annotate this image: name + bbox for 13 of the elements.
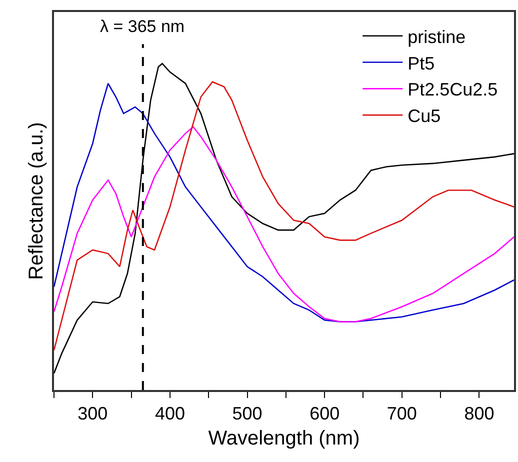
x-tick-label: 400 bbox=[154, 403, 185, 424]
x-tick-label: 800 bbox=[464, 403, 494, 424]
ref-line-label: λ = 365 nm bbox=[100, 17, 185, 36]
x-tick-label: 700 bbox=[386, 403, 417, 424]
x-axis-title: Wavelength (nm) bbox=[208, 427, 360, 450]
y-axis-title: Reflectance (a.u.) bbox=[25, 122, 48, 280]
legend-label: Pt2.5Cu2.5 bbox=[408, 80, 498, 100]
x-tick-label: 600 bbox=[310, 403, 340, 424]
x-tick-label: 300 bbox=[78, 403, 108, 424]
legend-label: Cu5 bbox=[408, 106, 441, 126]
x-tick-label: 500 bbox=[232, 403, 262, 424]
legend-label: pristine bbox=[408, 26, 466, 47]
legend-label: Pt5 bbox=[408, 53, 435, 74]
